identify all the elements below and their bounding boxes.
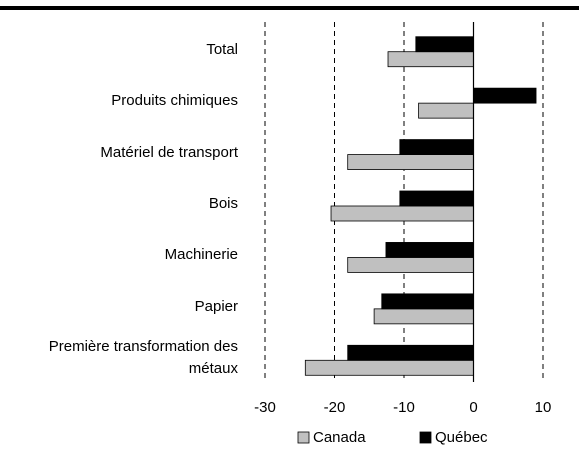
bar: [399, 190, 474, 207]
category-label: Total: [206, 40, 238, 58]
bar: [418, 102, 474, 119]
legend-swatch: [419, 431, 432, 444]
bar: [304, 359, 474, 376]
legend-label: Canada: [313, 429, 366, 446]
top-rule: [0, 6, 579, 10]
bar: [387, 51, 474, 68]
legend-swatch: [297, 431, 310, 444]
bar: [347, 257, 474, 273]
bar: [347, 154, 474, 170]
category-label: Machinerie: [164, 246, 238, 264]
category-label: Bois: [208, 195, 238, 212]
x-tick-label: 10: [535, 399, 552, 416]
bar: [473, 87, 537, 104]
x-tick-label: -20: [324, 399, 346, 416]
bar: [385, 242, 474, 258]
bar: [347, 344, 474, 361]
bar: [330, 205, 474, 222]
category-label: Matériel de transport: [100, 143, 238, 161]
bar: [415, 36, 474, 53]
bar: [381, 293, 474, 310]
x-tick-label: -10: [393, 399, 415, 416]
x-tick-label: 0: [469, 399, 477, 416]
bar: [399, 139, 474, 155]
category-label: Première transformation des métaux: [48, 338, 238, 378]
x-tick-label: -30: [254, 399, 276, 416]
legend-label: Québec: [435, 429, 488, 446]
category-label: Papier: [194, 297, 238, 315]
category-label: Produits chimiques: [111, 92, 238, 110]
bar: [373, 308, 474, 325]
